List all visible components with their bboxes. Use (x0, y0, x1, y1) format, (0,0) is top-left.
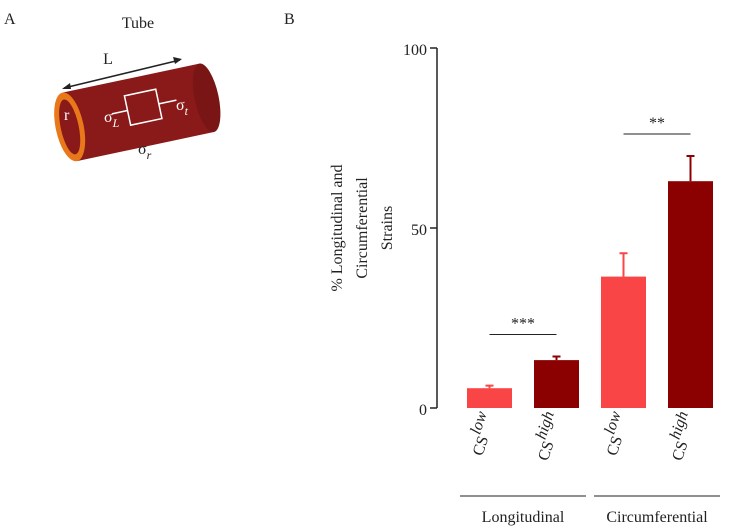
y-tick-label: 0 (419, 402, 427, 419)
stress-symbol: σ (138, 141, 147, 158)
stress-sub: t (185, 104, 189, 118)
stress-symbol: σ (104, 109, 113, 126)
bar (467, 388, 512, 408)
error-bar (686, 155, 695, 182)
category-superscript: low (601, 409, 624, 437)
bar (601, 276, 646, 408)
tube-diagram: Tube L r σL σt σr (54, 15, 221, 162)
y-axis-label-line: % Longitudinal and (329, 164, 346, 291)
tube-body (62, 63, 214, 162)
x-tick-label: CShigh (527, 409, 567, 463)
stress-arrow (111, 109, 128, 115)
error-bar (485, 384, 494, 389)
tube-lumen (59, 99, 81, 155)
stress-sub: r (147, 148, 152, 162)
category-superscript: high (667, 409, 692, 441)
y-axis-label: % Longitudinal and Circumferential Strains (329, 164, 396, 291)
panel-label: B (284, 11, 295, 28)
x-tick-label: CSlow (461, 409, 499, 458)
length-arrow (63, 59, 181, 89)
group-label: Longitudinal (482, 509, 565, 526)
category: CS (535, 439, 557, 463)
group-label: Circumferential (606, 509, 708, 526)
y-axis-label-line: Circumferential (354, 177, 371, 279)
arrow-head (173, 57, 182, 64)
length-label: L (103, 51, 113, 68)
stress-label: σt (176, 97, 189, 118)
x-tick-label: CSlow (595, 409, 633, 458)
x-tick-label: CShigh (661, 409, 701, 463)
y-tick-label: 50 (411, 222, 427, 239)
error-bar (619, 252, 628, 277)
arrow-head (62, 83, 71, 89)
diagram-title: Tube (122, 15, 154, 32)
error-bar (552, 355, 561, 361)
significance-label: *** (511, 316, 535, 333)
category-superscript: high (533, 409, 558, 441)
y-tick-label: 100 (403, 42, 427, 59)
stress-symbol: σ (176, 97, 185, 114)
tube-end (192, 63, 221, 133)
bar (668, 181, 713, 408)
bar (534, 360, 579, 408)
panel-label: A (4, 11, 16, 28)
significance-label: ** (649, 115, 665, 132)
stress-sub: L (112, 116, 120, 130)
category: CS (604, 434, 626, 458)
radius-label: r (64, 107, 70, 124)
stress-arrow (158, 99, 177, 105)
category: CS (669, 439, 691, 463)
stress-label: σr (138, 141, 152, 162)
y-axis-label-line: Strains (379, 206, 396, 250)
stress-label: σL (104, 109, 120, 130)
category: CS (470, 434, 492, 458)
category-superscript: low (467, 409, 490, 437)
